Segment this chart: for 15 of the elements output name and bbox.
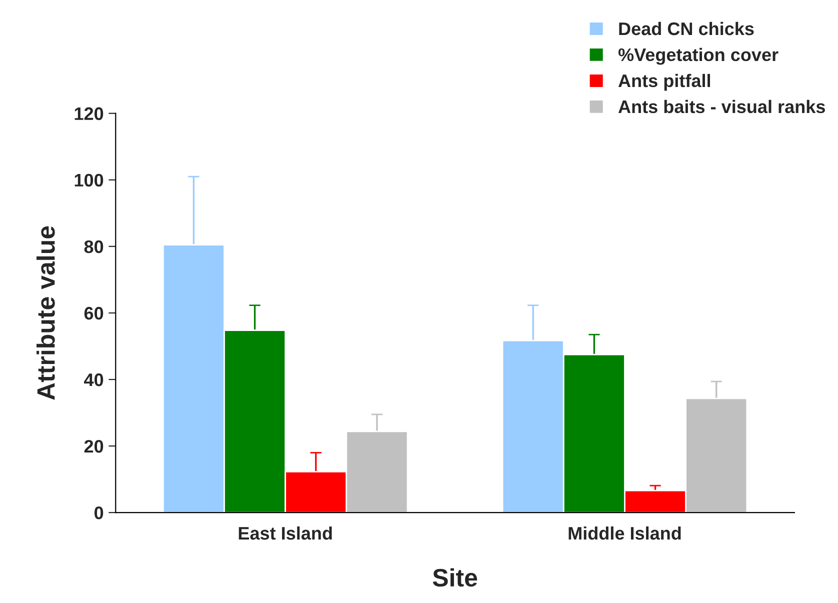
legend-label: Ants pitfall [618,74,710,91]
y-tick-label: 100 [74,174,104,187]
y-tick-label: 20 [84,440,104,453]
y-tick-label: 60 [84,306,104,320]
x-tick-label: East Island [238,526,332,540]
y-tick-label: 0 [94,506,104,520]
legend-label: Ants baits - visual ranks [618,100,825,114]
x-tick-label: Middle Island [568,526,681,540]
legend-label: Dead CN chicks [619,22,754,36]
y-tick-label: 120 [74,107,104,120]
y-axis-title: Attribute value [36,226,55,400]
legend-label: %Vegetation cover [618,48,778,65]
y-tick-label: 40 [84,373,104,386]
x-axis-title: Site [432,568,478,587]
y-tick-label: 80 [84,240,104,254]
